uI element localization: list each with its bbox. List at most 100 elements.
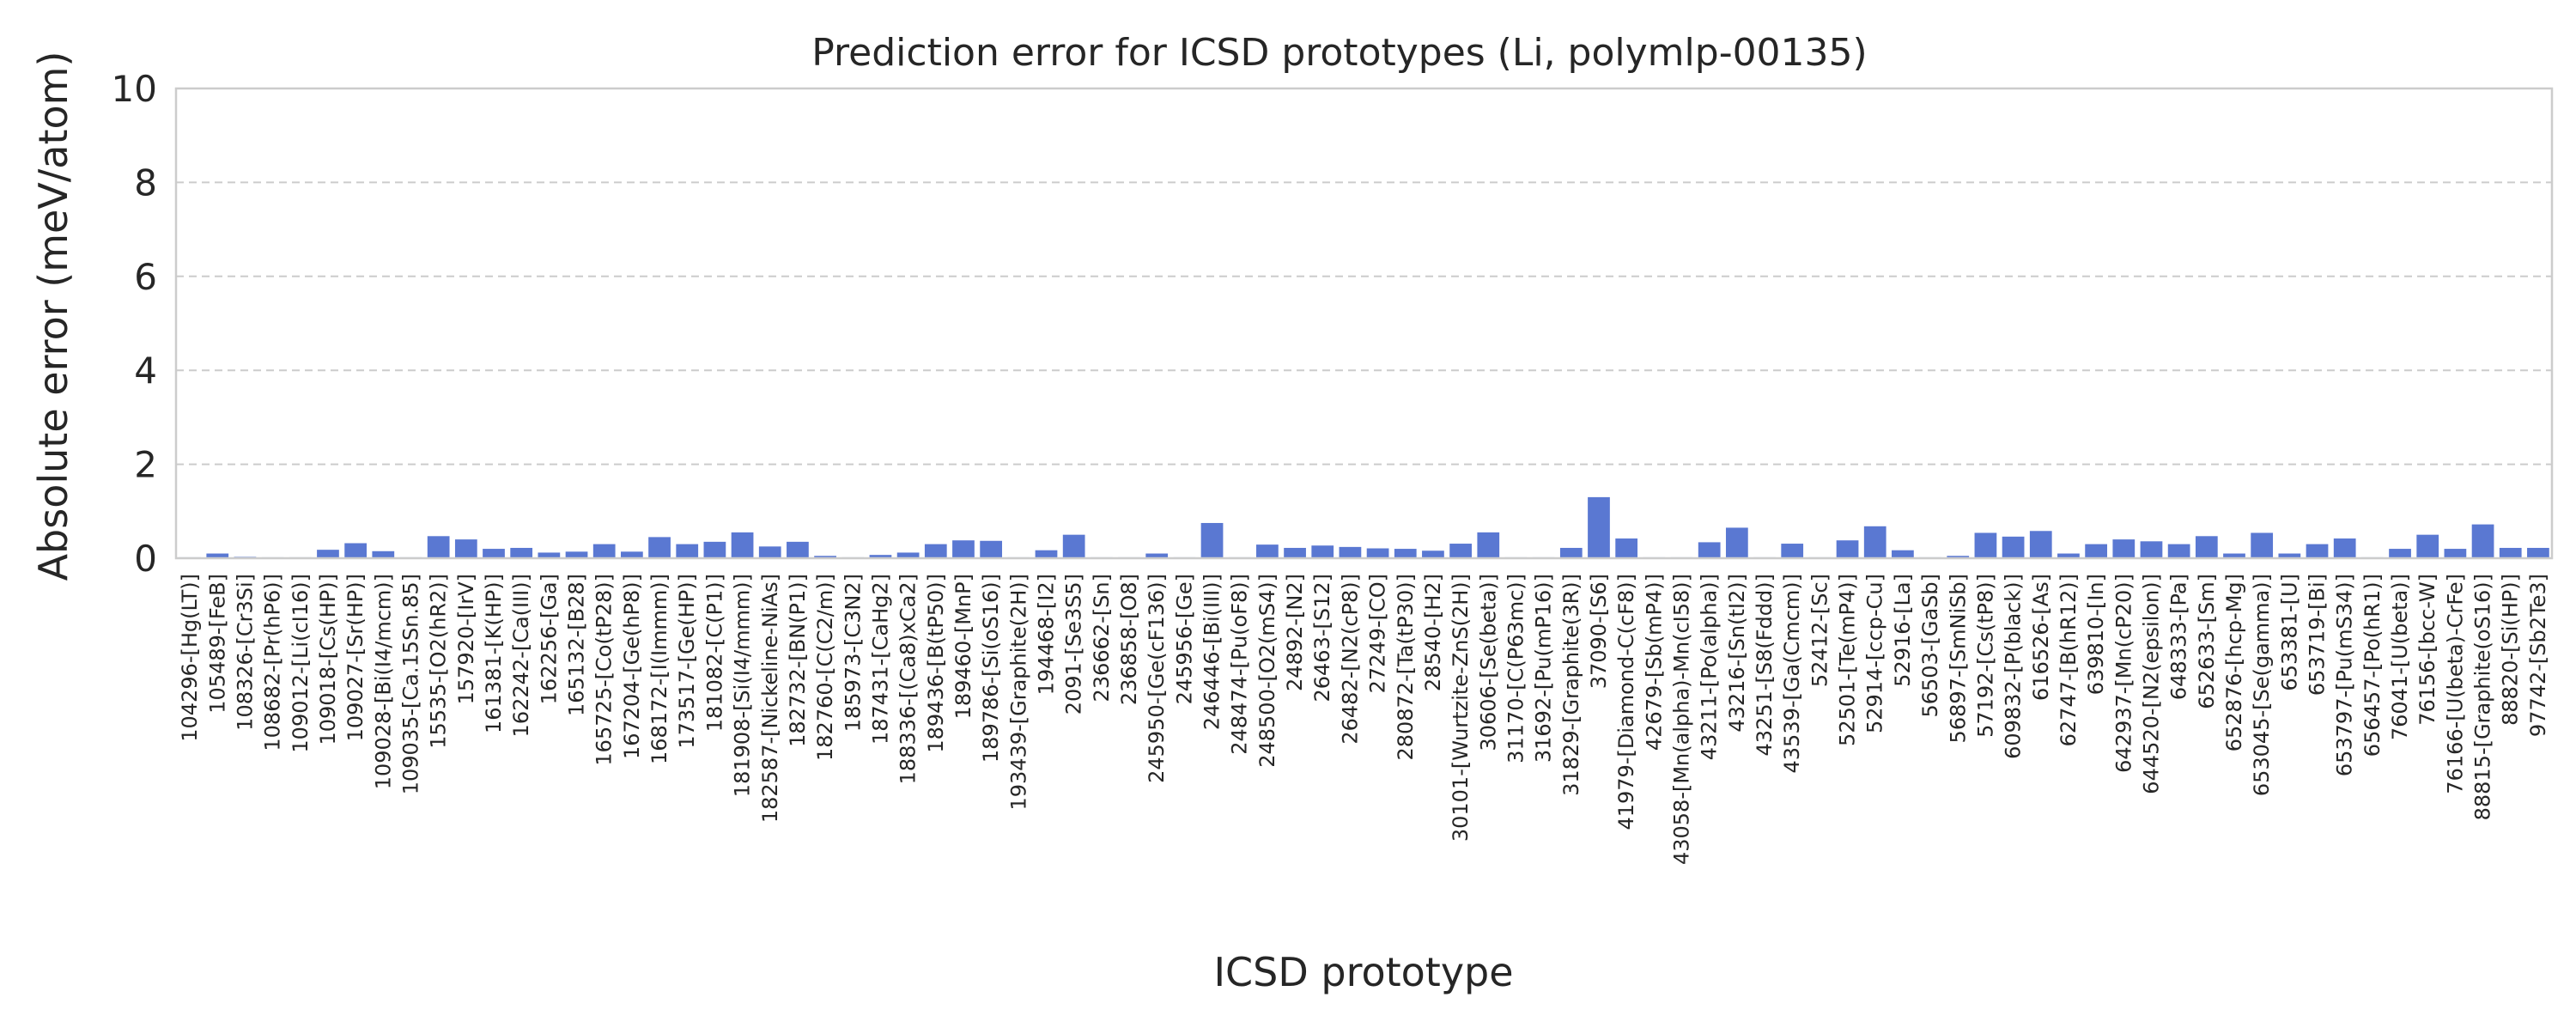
bar — [1477, 532, 1500, 558]
x-tick-label: 88820-[Si(HP)] — [2499, 574, 2523, 726]
x-tick-label: 43058-[Mn(alpha)-Mn(cI58)] — [1670, 574, 1694, 865]
bar — [1200, 522, 1224, 558]
x-tick-label: 653797-[Pu(mS34)] — [2333, 574, 2357, 776]
x-tick-label: 42679-[Sb(mP4)] — [1642, 574, 1666, 751]
x-tick-label: 26463-[S12] — [1310, 574, 1334, 703]
bar — [1311, 545, 1334, 558]
bar — [2444, 549, 2467, 558]
x-tick-label: 653719-[Bi] — [2306, 574, 2330, 696]
x-tick-label: 182732-[BN(P1)] — [786, 574, 810, 747]
bar — [1145, 553, 1169, 558]
y-tick-label: 6 — [134, 256, 157, 298]
bar — [1947, 556, 1970, 558]
x-tick-label: 653045-[Se(gamma)] — [2250, 574, 2274, 796]
x-tick-label: 656457-[Po(hR1)] — [2360, 574, 2385, 757]
x-tick-label: 52412-[Sc] — [1807, 574, 1832, 687]
bar — [2471, 524, 2494, 558]
x-tick-label: 167204-[Ge(hP8)] — [620, 574, 644, 759]
bar — [344, 543, 368, 558]
x-tick-label: 642937-[Mn(cP20)] — [2111, 574, 2136, 773]
bar — [1062, 534, 1085, 558]
x-tick-label: 162242-[Ca(III)] — [509, 574, 533, 737]
x-tick-label: 30101-[Wurtzite-ZnS(2H)] — [1449, 574, 1473, 842]
x-tick-label: 193439-[Graphite(2H)] — [1006, 574, 1030, 811]
y-tick-label: 4 — [134, 350, 157, 392]
bar — [924, 544, 947, 558]
bar — [1588, 496, 1610, 558]
bar — [814, 556, 836, 558]
bar — [1394, 549, 1417, 558]
x-tick-label: 27249-[CO] — [1366, 574, 1390, 693]
bar — [2389, 549, 2411, 558]
x-tick-label: 109035-[Ca.15Sn.85] — [398, 574, 422, 794]
bar — [952, 540, 975, 558]
x-tick-label: 189460-[MnP] — [951, 574, 975, 719]
x-tick-label: 161381-[K(HP)] — [482, 574, 506, 733]
bar — [510, 547, 533, 558]
bar — [731, 532, 754, 558]
x-tick-label: 31170-[C(P63mc)] — [1504, 574, 1528, 763]
bar — [1256, 544, 1279, 558]
x-tick-label: 76166-[U(beta)-CrFe] — [2443, 574, 2467, 794]
bar — [2195, 536, 2218, 558]
bar — [1863, 526, 1886, 558]
x-tick-label: 644520-[N2(epsilon)] — [2139, 574, 2163, 794]
bar — [1339, 546, 1362, 558]
x-tick-label: 52914-[ccp-Cu] — [1863, 574, 1887, 733]
x-tick-label: 246446-[Bi(III)] — [1200, 574, 1224, 730]
x-tick-labels: 104296-[Hg(LT)] 105489-[FeB] 108326-[Cr3Si… — [178, 574, 2550, 865]
x-tick-label: 52501-[Te(mP4)] — [1836, 574, 1860, 746]
x-tick-label: 181082-[C(P1)] — [702, 574, 726, 732]
x-tick-label: 165132-[B28] — [565, 574, 589, 716]
x-tick-label: 76041-[U(beta)] — [2388, 574, 2412, 740]
bar — [538, 552, 561, 558]
bar — [565, 551, 588, 558]
x-tick-label: 248474-[Pu(oF8)] — [1228, 574, 1252, 755]
x-tick-label: 609832-[P(black)] — [2002, 574, 2026, 759]
x-tick-label: 88815-[Graphite(oS16)] — [2471, 574, 2495, 820]
x-tick-label: 236858-[O8] — [1117, 574, 1141, 705]
x-tick-label: 182760-[C(C2/m)] — [813, 574, 837, 761]
bar — [621, 551, 643, 558]
plot-frame — [174, 87, 2554, 560]
x-tick-label: 182587-[Nickeline-NiAs] — [758, 574, 782, 823]
x-tick-label: 24892-[N2] — [1283, 574, 1307, 691]
bar — [372, 550, 395, 558]
x-tick-label: 31829-[Graphite(3R)] — [1559, 574, 1583, 796]
bar — [676, 544, 699, 558]
bar — [2167, 544, 2190, 558]
x-tick-label: 187431-[CaHg2] — [868, 574, 892, 745]
x-tick-label: 185973-[C3N2] — [841, 574, 865, 732]
bar — [1892, 550, 1914, 558]
y-tick-label: 0 — [134, 538, 157, 580]
x-tick-label: 43211-[Po(alpha)] — [1698, 574, 1722, 760]
x-tick-label: 181908-[Si(I4/mmm)] — [731, 574, 755, 797]
x-tick-label: 168172-[I(Immm)] — [647, 574, 671, 764]
bar — [2278, 553, 2301, 558]
bar — [483, 549, 505, 558]
y-tick-label: 2 — [134, 444, 157, 486]
x-tick-label: 236662-[Sn] — [1090, 574, 1114, 702]
bar — [787, 541, 809, 558]
bar — [2333, 538, 2356, 558]
bar — [2112, 539, 2136, 558]
bar — [2223, 553, 2245, 558]
x-tick-label: 639810-[In] — [2084, 574, 2108, 695]
bar — [427, 536, 450, 558]
x-tick-label: 37090-[S6] — [1587, 574, 1611, 689]
bar — [1422, 550, 1444, 558]
x-tick-label: 109012-[Li(cI16)] — [289, 574, 313, 753]
bar — [980, 540, 1003, 558]
x-tick-label: 616526-[As] — [2029, 574, 2053, 701]
x-tick-label: 245956-[Ge] — [1172, 574, 1196, 704]
bar — [2499, 547, 2522, 558]
bar — [1725, 527, 1748, 558]
bar — [2306, 544, 2329, 558]
y-tick-label: 8 — [134, 161, 157, 204]
x-tick-label: 194468-[I2] — [1034, 574, 1058, 695]
bar — [2085, 544, 2107, 558]
x-tick-label: 52916-[La] — [1891, 574, 1915, 687]
x-tick-label: 43539-[Ga(Cmcm)] — [1780, 574, 1804, 773]
